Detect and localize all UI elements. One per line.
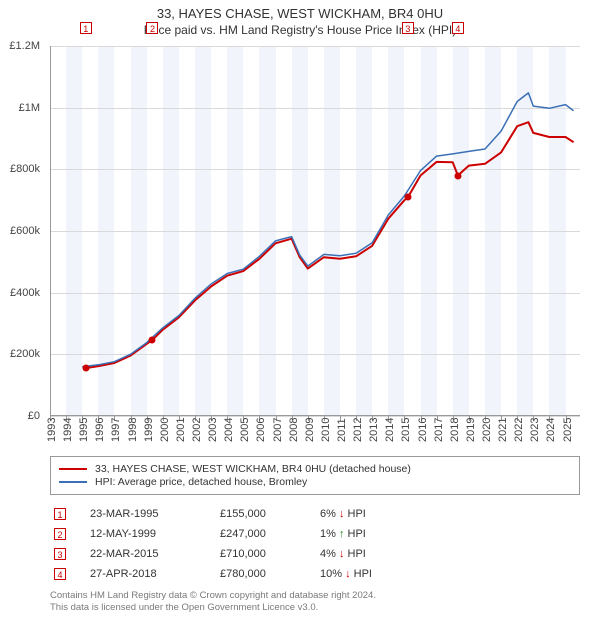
legend-row-subject: 33, HAYES CHASE, WEST WICKHAM, BR4 0HU (… — [59, 463, 571, 475]
x-tick-label: 1993 — [46, 422, 58, 442]
sale-date: 12-MAY-1999 — [90, 528, 220, 540]
x-tick-label: 2019 — [465, 422, 477, 442]
x-tick-label: 2005 — [239, 422, 251, 442]
sale-date: 23-MAR-1995 — [90, 508, 220, 520]
sale-dot — [82, 365, 89, 372]
legend-label-hpi: HPI: Average price, detached house, Brom… — [95, 476, 307, 488]
sale-badge: 1 — [54, 508, 66, 520]
sale-vs-hpi: 6% ↓ HPI — [320, 508, 420, 520]
legend-label-subject: 33, HAYES CHASE, WEST WICKHAM, BR4 0HU (… — [95, 463, 411, 475]
chart-lines — [50, 46, 580, 416]
sale-dot — [404, 194, 411, 201]
x-tick-label: 2021 — [497, 422, 509, 442]
x-tick-label: 2000 — [159, 422, 171, 442]
y-tick-label: £400k — [0, 287, 40, 299]
x-tick-label: 2024 — [545, 422, 557, 442]
x-tick-label: 2008 — [288, 422, 300, 442]
sale-vs-hpi: 10% ↓ HPI — [320, 568, 420, 580]
sale-marker: 3 — [402, 22, 414, 34]
sale-marker: 2 — [146, 22, 158, 34]
x-tick-label: 2003 — [207, 422, 219, 442]
sale-badge: 4 — [54, 568, 66, 580]
x-tick-label: 2013 — [368, 422, 380, 442]
x-tick-label: 1999 — [143, 422, 155, 442]
x-tick-label: 2022 — [513, 422, 525, 442]
sales-table: 1 23-MAR-1995£155,0006% ↓ HPI 2 12-MAY-1999… — [50, 504, 580, 584]
sale-date: 27-APR-2018 — [90, 568, 220, 580]
legend-swatch-hpi — [59, 481, 87, 483]
footer-line-2: This data is licensed under the Open Gov… — [50, 602, 580, 614]
x-tick-label: 2010 — [320, 422, 332, 442]
legend-row-hpi: HPI: Average price, detached house, Brom… — [59, 476, 571, 488]
x-tick-label: 2025 — [562, 422, 574, 442]
sale-badge: 2 — [54, 528, 66, 540]
y-tick-label: £1.2M — [0, 40, 40, 52]
chart-area: 1234 £0£200k£400k£600k£800k£1M£1.2M 1993… — [50, 46, 580, 416]
x-tick-label: 2016 — [417, 422, 429, 442]
x-tick-label: 2007 — [272, 422, 284, 442]
x-tick-label: 2017 — [433, 422, 445, 442]
sale-row: 4 27-APR-2018£780,00010% ↓ HPI — [50, 564, 580, 584]
sale-dot — [149, 336, 156, 343]
y-tick-label: £600k — [0, 225, 40, 237]
legend: 33, HAYES CHASE, WEST WICKHAM, BR4 0HU (… — [50, 456, 580, 495]
sale-date: 22-MAR-2015 — [90, 548, 220, 560]
sale-price: £780,000 — [220, 568, 320, 580]
x-tick-label: 2011 — [336, 422, 348, 442]
sale-dot — [454, 172, 461, 179]
x-tick-label: 2014 — [384, 422, 396, 442]
sale-marker: 1 — [80, 22, 92, 34]
x-tick-label: 2001 — [175, 422, 187, 442]
x-tick-label: 2020 — [481, 422, 493, 442]
x-tick-label: 2012 — [352, 422, 364, 442]
sale-price: £710,000 — [220, 548, 320, 560]
x-tick-label: 2009 — [304, 422, 316, 442]
footer: Contains HM Land Registry data © Crown c… — [50, 590, 580, 614]
x-tick-label: 1995 — [78, 422, 90, 442]
x-tick-label: 2006 — [255, 422, 267, 442]
y-tick-label: £0 — [0, 410, 40, 422]
x-tick-label: 1997 — [110, 422, 122, 442]
footer-line-1: Contains HM Land Registry data © Crown c… — [50, 590, 580, 602]
sale-vs-hpi: 4% ↓ HPI — [320, 548, 420, 560]
y-tick-label: £200k — [0, 348, 40, 360]
sale-price: £247,000 — [220, 528, 320, 540]
x-tick-label: 2004 — [223, 422, 235, 442]
sale-badge: 3 — [54, 548, 66, 560]
sale-vs-hpi: 1% ↑ HPI — [320, 528, 420, 540]
sale-price: £155,000 — [220, 508, 320, 520]
x-tick-label: 2023 — [529, 422, 541, 442]
y-tick-label: £1M — [0, 102, 40, 114]
sale-row: 1 23-MAR-1995£155,0006% ↓ HPI — [50, 504, 580, 524]
x-tick-label: 1994 — [62, 422, 74, 442]
series-hpi — [82, 93, 573, 367]
y-tick-label: £800k — [0, 163, 40, 175]
x-tick-label: 2002 — [191, 422, 203, 442]
sale-row: 3 22-MAR-2015£710,0004% ↓ HPI — [50, 544, 580, 564]
sale-row: 2 12-MAY-1999£247,0001% ↑ HPI — [50, 524, 580, 544]
x-tick-label: 2015 — [400, 422, 412, 442]
x-tick-label: 1998 — [127, 422, 139, 442]
page-title: 33, HAYES CHASE, WEST WICKHAM, BR4 0HU — [0, 6, 600, 21]
x-tick-label: 2018 — [449, 422, 461, 442]
x-tick-label: 1996 — [94, 422, 106, 442]
legend-swatch-subject — [59, 468, 87, 470]
sale-marker: 4 — [452, 22, 464, 34]
